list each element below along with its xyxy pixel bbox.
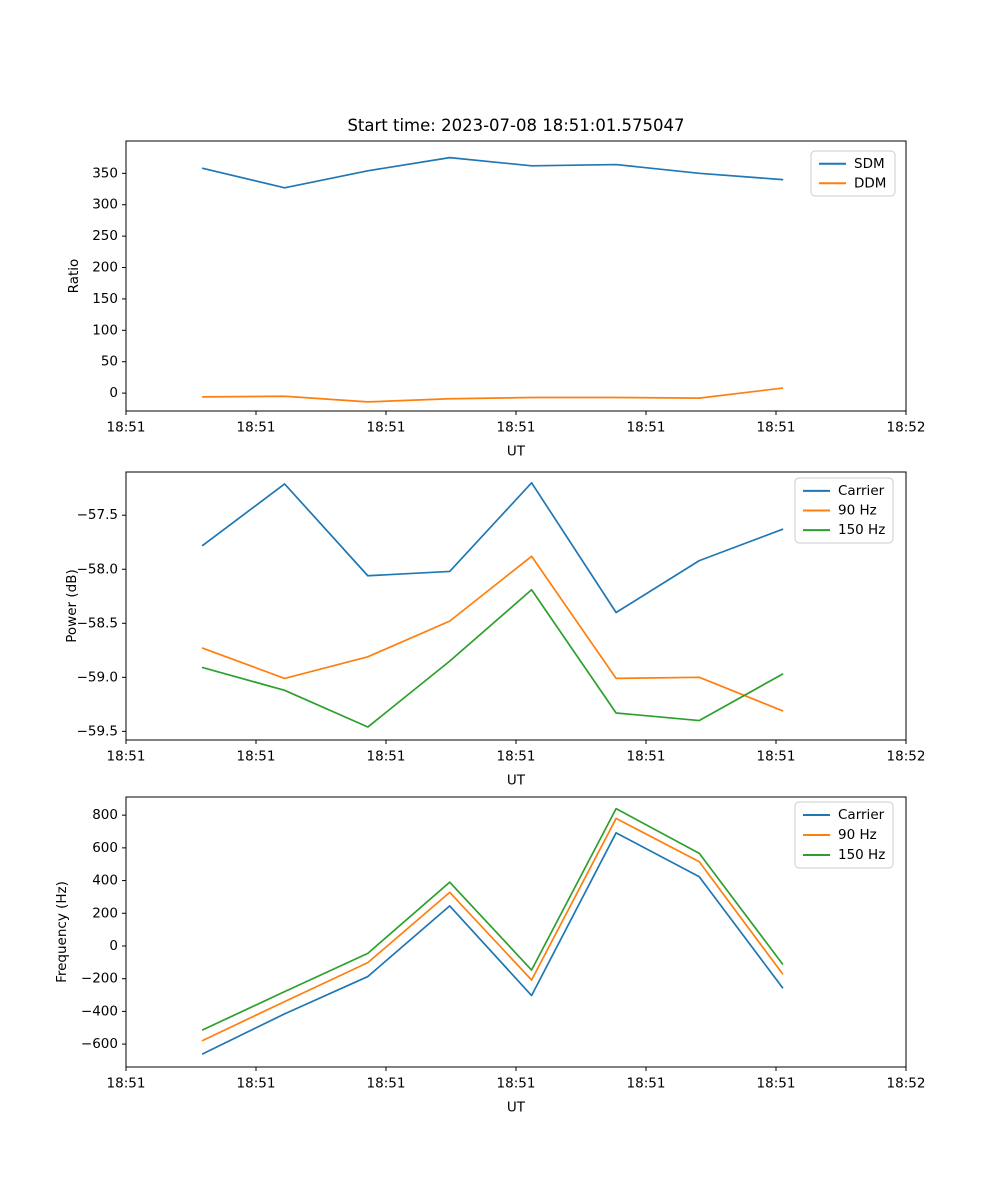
y-tick-label: 600 [92,840,118,856]
x-tick-label: 18:51 [367,1076,406,1092]
legend-label-90 Hz: 90 Hz [838,503,877,519]
legend-label-DDM: DDM [854,175,886,191]
frequency-series-150 Hz [201,807,784,1031]
frequency-axes-frame [125,796,907,1068]
y-tick-label: 200 [92,260,118,276]
ratio-series-SDM [201,156,784,189]
y-tick-label: −58.5 [77,615,118,631]
frequency-legend-box [794,801,894,869]
x-tick-label: 18:51 [497,1076,536,1092]
y-tick-label: −58.0 [77,561,118,577]
ratio-series-DDM [201,387,784,403]
x-tick-label: 18:51 [757,420,796,436]
y-tick-label: 50 [101,354,118,370]
y-tick-label: 100 [92,322,118,338]
frequency-xlabel: UT [507,1100,526,1116]
ratio-legend-box [810,150,896,197]
y-tick-label: −59.0 [77,669,118,685]
x-tick-label: 18:51 [237,1076,276,1092]
y-tick-label: 800 [92,807,118,823]
x-tick-label: 18:51 [627,420,666,436]
y-tick-label: 350 [92,165,118,181]
y-tick-label: 300 [92,197,118,213]
y-tick-label: 150 [92,291,118,307]
y-tick-label: 0 [109,938,118,954]
legend-label-Carrier: Carrier [838,483,885,499]
x-tick-label: 18:51 [497,749,536,765]
x-tick-label: 18:51 [627,749,666,765]
frequency-series-Carrier [201,831,784,1055]
x-tick-label: 18:51 [107,749,146,765]
legend-label-90 Hz: 90 Hz [838,827,877,843]
y-tick-label: −600 [81,1036,118,1052]
x-tick-label: 18:51 [757,1076,796,1092]
legend-label-150 Hz: 150 Hz [838,847,885,863]
x-tick-label: 18:51 [237,749,276,765]
x-tick-label: 18:51 [627,1076,666,1092]
power-legend-box [794,477,894,544]
legend-label-SDM: SDM [854,156,885,172]
power-ylabel: Power (dB) [64,569,80,642]
power-series-150 Hz [201,588,784,728]
x-tick-label: 18:52 [887,1076,926,1092]
x-tick-label: 18:52 [887,420,926,436]
y-tick-label: 250 [92,228,118,244]
y-tick-label: 200 [92,905,118,921]
frequency-ylabel: Frequency (Hz) [54,881,70,983]
x-tick-label: 18:51 [107,420,146,436]
x-tick-label: 18:52 [887,749,926,765]
power-chart: 18:51 18:51 18:51 18:51 18:51 18:51 18:52 −57.5… [64,471,926,789]
x-tick-label: 18:51 [107,1076,146,1092]
ratio-axes-frame [125,140,907,412]
x-tick-label: 18:51 [237,420,276,436]
ratio-ylabel: Ratio [66,259,82,294]
x-tick-label: 18:51 [497,420,536,436]
x-tick-label: 18:51 [367,749,406,765]
y-tick-label: −200 [81,971,118,987]
legend-label-150 Hz: 150 Hz [838,522,885,538]
x-tick-label: 18:51 [757,749,796,765]
y-tick-label: 0 [109,385,118,401]
y-tick-label: −57.5 [77,507,118,523]
legend-label-Carrier: Carrier [838,807,885,823]
ratio-xlabel: UT [507,444,526,460]
y-tick-label: −400 [81,1003,118,1019]
ratio-chart: 18:51 18:51 18:51 18:51 18:51 18:51 18:52 0 50 10… [66,140,926,460]
y-tick-label: −59.5 [77,723,118,739]
frequency-series-90 Hz [201,817,784,1042]
x-tick-label: 18:51 [367,420,406,436]
power-axes-frame [125,471,907,741]
frequency-chart: 18:51 18:51 18:51 18:51 18:51 18:51 18:52 800 60… [54,796,926,1116]
power-series-Carrier [201,481,784,614]
y-tick-label: 400 [92,873,118,889]
power-xlabel: UT [507,773,526,789]
power-series-90 Hz [201,555,784,712]
figure-title: Start time: 2023-07-08 18:51:01.575047 [347,116,685,135]
